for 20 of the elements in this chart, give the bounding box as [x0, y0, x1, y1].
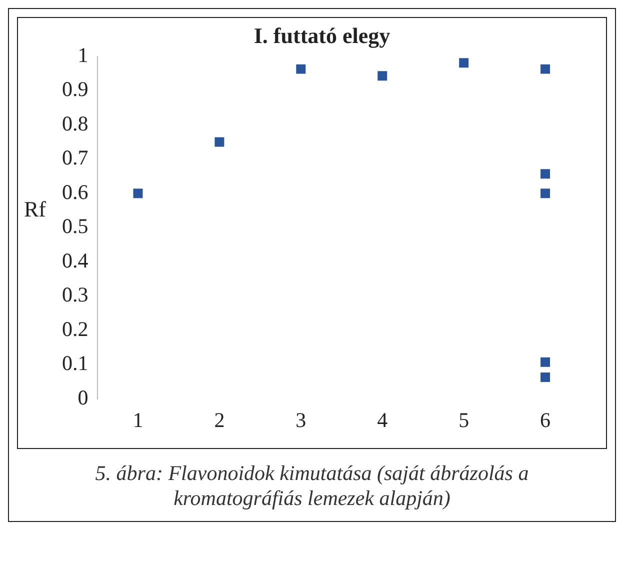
chart-title: I. futtató elegy: [254, 22, 390, 48]
x-tick-label: 6: [540, 408, 551, 432]
y-tick-label: 0.7: [62, 146, 88, 170]
x-tick-label: 5: [458, 408, 470, 432]
y-tick-label: 0.5: [62, 214, 88, 238]
x-tick-label: 4: [377, 408, 388, 432]
x-tick-label: 1: [132, 408, 144, 432]
y-tick-label: 0.9: [62, 77, 88, 102]
y-tick-label: 0.4: [62, 248, 89, 272]
y-tick-label: 0.1: [62, 351, 88, 376]
y-tick-label: 0.8: [62, 111, 88, 136]
x-tick-label: 2: [214, 408, 225, 432]
y-tick-label: 0: [78, 385, 88, 410]
y-tick-label: 0.6: [62, 180, 88, 204]
y-tick-label: 1: [78, 42, 88, 67]
y-tick-label: 0.2: [62, 316, 88, 341]
x-tick-label: 3: [296, 408, 306, 432]
text: 5. ábra: Flavonoidok kimutatása (saját ábrázolás a kromatográfiás lemezek alapján): [94, 460, 530, 512]
y-axis-title: Rf: [24, 196, 47, 222]
y-tick-label: 0.3: [62, 282, 88, 307]
